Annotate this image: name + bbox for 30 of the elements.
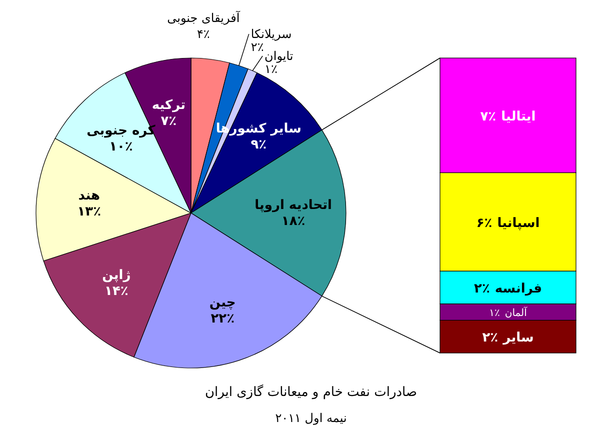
slice-label: ترکیه (152, 98, 186, 114)
data-label: ۲٪ (474, 281, 490, 296)
data-label: ۹٪ (250, 137, 267, 152)
series-label: آلمان (504, 306, 528, 319)
data-label: ۲٪ (482, 330, 498, 346)
data-label: ۱۰٪ (109, 139, 133, 154)
data-label: ۱٪ (489, 308, 500, 319)
data-label: ۱۳٪ (77, 204, 102, 220)
data-label: ۱٪ (264, 62, 278, 76)
slice-label: اتحادیه اروپا (254, 198, 332, 213)
data-label: ۱۴٪ (104, 284, 128, 300)
series-label: اسپانیا (497, 216, 540, 231)
data-label: ۲٪ (250, 40, 264, 54)
slice-label: سریلانکا (250, 27, 292, 41)
data-label: ۷٪ (160, 114, 177, 130)
data-label: ۶٪ (476, 216, 492, 231)
text: نیمه اول ۲۰۱۱ (275, 411, 347, 425)
text: صادرات نفت خام و میعانات گازی ایران (204, 384, 418, 400)
data-label: ۷٪ (480, 109, 496, 124)
slice-label: ژاپن (102, 268, 131, 284)
series-label: سایر (502, 330, 534, 346)
data-label: ۱۸٪ (281, 214, 306, 229)
slice-label: آفریقای جنوبی (167, 10, 240, 25)
series-label: ایتالیا (501, 109, 536, 124)
slice-label: تایوان (264, 49, 294, 63)
slice-label: چین (209, 295, 236, 310)
data-label: ۴٪ (196, 27, 210, 41)
slice-label: هند (78, 188, 100, 204)
data-label: ۲۲٪ (210, 311, 235, 326)
series-label: فرانسه (494, 281, 542, 296)
